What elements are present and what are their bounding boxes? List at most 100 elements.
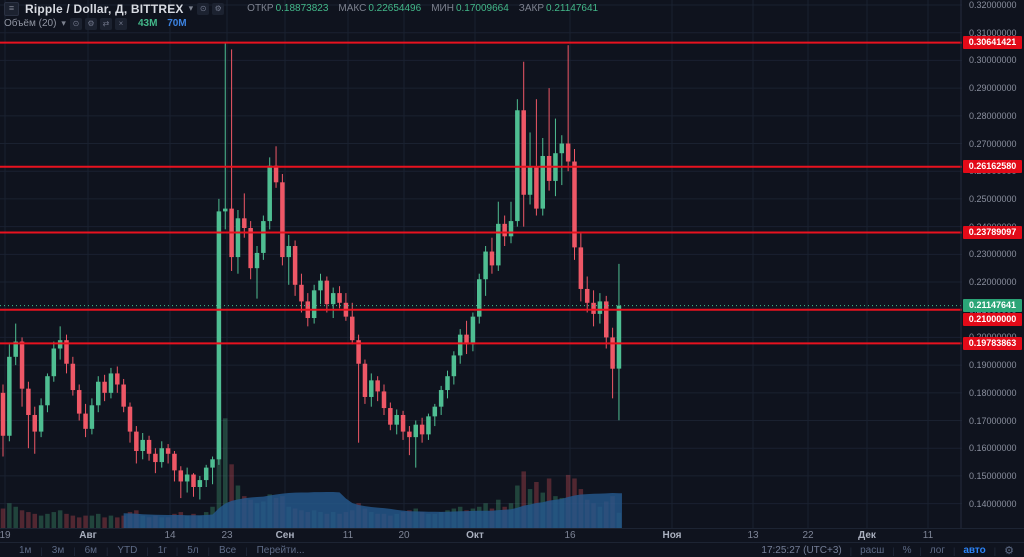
candle-body xyxy=(559,143,565,154)
candle-body xyxy=(13,341,18,357)
candle-body xyxy=(76,390,82,414)
candle-body xyxy=(584,288,590,303)
low-value: 0.17009664 xyxy=(455,3,509,14)
candle-body xyxy=(400,414,406,432)
price-tick-label: 0.17000000 xyxy=(969,415,1017,426)
candle-body xyxy=(438,390,444,407)
price-tick-label: 0.15000000 xyxy=(969,470,1017,481)
price-axis[interactable]: 0.14000000 0.15000000 0.16000000 0.17000000… xyxy=(962,0,1024,528)
candle-body xyxy=(534,167,539,209)
candle-body xyxy=(337,293,342,303)
clock[interactable]: 17:25:27 (UTC+3) xyxy=(761,545,842,556)
auto-scale-button[interactable]: авто xyxy=(963,545,986,556)
price-tick-label: 0.22000000 xyxy=(969,277,1017,288)
volume-bar xyxy=(76,517,82,528)
range-button-5л[interactable]: 5л xyxy=(187,545,199,556)
candle-body xyxy=(521,110,526,195)
volume-bar xyxy=(115,517,120,528)
candle-body xyxy=(210,459,215,468)
move-icon[interactable]: ⇄ xyxy=(99,17,112,30)
volume-bar xyxy=(38,515,44,528)
extended-hours-button[interactable]: расш xyxy=(860,545,885,556)
volume-bar xyxy=(96,513,101,528)
price-tick-label: 0.29000000 xyxy=(969,83,1017,94)
candle-body xyxy=(369,380,374,397)
range-button-1г[interactable]: 1г xyxy=(157,545,167,556)
candlestick-chart-canvas[interactable] xyxy=(0,0,962,528)
goto-date-button[interactable]: Перейти... xyxy=(256,545,305,556)
candle-body xyxy=(254,252,260,269)
volume-bar xyxy=(32,513,37,528)
candle-body xyxy=(324,280,330,305)
candle-body xyxy=(604,301,609,338)
candle-body xyxy=(457,334,463,356)
candle-body xyxy=(146,439,152,454)
symbol-title[interactable]: Ripple / Dollar, Д, BITTREX xyxy=(25,1,184,16)
gear-icon[interactable]: ⚙ xyxy=(1004,545,1014,557)
open-label: ОТКР xyxy=(247,3,274,14)
candle-body xyxy=(165,448,171,454)
time-tick-label: 13 xyxy=(747,530,759,541)
open-value: 0.18873823 xyxy=(275,3,329,14)
log-scale-button[interactable]: лог xyxy=(929,545,945,556)
candle-body xyxy=(330,293,336,305)
candle-body xyxy=(70,363,76,391)
eye-icon[interactable]: ⊙ xyxy=(69,17,82,30)
candle-body xyxy=(203,467,209,481)
time-tick-label: 14 xyxy=(164,530,176,541)
chevron-down-icon[interactable]: ▾ xyxy=(61,18,66,28)
candle-body xyxy=(540,155,545,209)
candle-body xyxy=(140,439,145,451)
percent-scale-button[interactable]: % xyxy=(902,545,912,556)
chart-menu-icon[interactable]: ≡ xyxy=(4,1,19,16)
candle-body xyxy=(64,340,69,364)
candle-body xyxy=(470,316,476,345)
candle-body xyxy=(178,470,184,482)
candle-body xyxy=(38,405,44,432)
volume-bar xyxy=(83,515,88,528)
range-button-3м[interactable]: 3м xyxy=(51,545,65,556)
candle-body xyxy=(527,167,533,195)
candle-body xyxy=(89,405,95,429)
range-button-1м[interactable]: 1м xyxy=(19,545,32,556)
candle-body xyxy=(451,355,457,377)
candle-body xyxy=(362,363,368,397)
candle-body xyxy=(134,431,139,451)
range-button-6м[interactable]: 6м xyxy=(84,545,97,556)
candle-body xyxy=(375,380,380,392)
price-tick-label: 0.28000000 xyxy=(969,110,1017,121)
time-axis[interactable]: 19 Авг 14 23 Сен 11 20 Окт 16 Ноя 13 22 Дек 11 xyxy=(0,528,1024,543)
gear-icon[interactable]: ⚙ xyxy=(212,2,225,15)
candle-body xyxy=(350,316,355,341)
time-tick-label: Ноя xyxy=(662,530,682,541)
candle-body xyxy=(286,246,291,258)
candle-body xyxy=(445,376,450,391)
candle-body xyxy=(184,474,190,482)
price-line-label: 0.21000000 xyxy=(963,313,1022,327)
candle-body xyxy=(381,391,387,409)
candle-body xyxy=(413,424,418,438)
gear-icon[interactable]: ⚙ xyxy=(84,17,97,30)
chevron-down-icon[interactable]: ▾ xyxy=(188,3,194,13)
candle-body xyxy=(502,223,507,237)
time-tick-label: Окт xyxy=(466,530,484,541)
volume-bar xyxy=(57,510,63,528)
candle-body xyxy=(19,341,25,389)
candle-body xyxy=(496,223,501,266)
range-buttons: 1м | 3м | 6м | YTD | 1г | 5л | Все | Перейти... xyxy=(0,545,761,556)
price-tick-label: 0.25000000 xyxy=(969,193,1017,204)
toolbar-right: 17:25:27 (UTC+3) | расш | % | лог | авто… xyxy=(761,545,1014,557)
eye-icon[interactable]: ⊙ xyxy=(197,2,210,15)
close-value: 0.21147641 xyxy=(546,3,599,14)
candle-body xyxy=(159,448,164,463)
range-button-YTD[interactable]: YTD xyxy=(117,545,138,556)
volume-bar xyxy=(89,515,95,528)
close-icon[interactable]: × xyxy=(114,17,127,30)
volume-indicator-label[interactable]: Объём (20) xyxy=(4,18,57,29)
candle-body xyxy=(32,414,37,432)
range-button-Все[interactable]: Все xyxy=(219,545,237,556)
high-value: 0.22654496 xyxy=(368,3,422,14)
candle-body xyxy=(197,480,203,488)
candle-body xyxy=(610,337,615,369)
